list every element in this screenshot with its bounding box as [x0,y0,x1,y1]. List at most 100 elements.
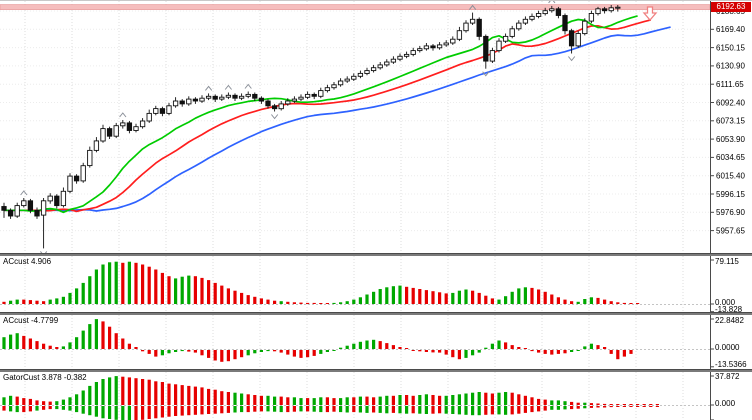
indicator-bar [556,350,560,354]
candle [483,35,489,62]
candle [60,190,67,207]
indicator-panel-gator[interactable]: GatorCust 3.878 -0.382 37.872 0.000 [0,372,752,420]
indicator-bar [134,262,138,304]
indicator-bar [570,301,574,304]
candle [113,125,119,137]
gator-upper-bar [306,398,310,405]
indicator-bar [187,275,191,304]
candle [73,175,80,182]
gator-lower-bar [570,406,574,410]
candle [40,200,47,216]
gator-upper-bar [517,394,521,405]
gator-upper-bar [576,402,580,405]
sell-arrow-icon[interactable] [642,6,658,21]
indicator-bar [312,350,316,356]
gator-lower-bar [504,406,508,415]
indicator-bar [233,290,237,304]
indicator-bar [174,350,178,352]
gator-lower-bar [233,406,237,413]
indicator-bar [411,350,415,351]
indicator-bar [332,350,336,351]
gator-lower-bar [101,406,105,419]
main-price-chart[interactable]: 6188.656169.406150.156130.906111.656092.… [0,1,752,253]
gator-upper-bar [451,395,455,405]
gator-canvas[interactable] [0,372,752,420]
gator-lower-bar [352,406,356,413]
indicator-bar [418,350,422,352]
gator-lower-bar [603,406,607,408]
gator-lower-bar [160,406,164,418]
candle [436,44,443,49]
indicator-bar [35,341,39,349]
gator-upper-bar [101,379,105,405]
ac2-canvas[interactable] [0,315,752,369]
candle [469,18,476,24]
indicator-bar [42,343,46,349]
fractal-up-icon [119,112,127,118]
indicator-label-ac2: ACcust -4.7799 [3,316,59,325]
price-chart-canvas[interactable]: 6188.656169.406150.156130.906111.656092.… [0,1,752,253]
gator-upper-bar [273,396,277,405]
gator-upper-bar [325,397,329,405]
candle [298,96,304,100]
gator-lower-bar [629,406,633,407]
gator-lower-bar [642,406,646,407]
candle [311,93,317,97]
gator-upper-bar [530,397,534,405]
indicator-panel-ac1[interactable]: ACcust 4.906 79.115 0.000 -13.828 [0,256,752,314]
gator-upper-bar [471,392,475,405]
gator-lower-bar [114,406,118,420]
indicator-bar [589,343,593,349]
gator-upper-bar [339,398,343,405]
gator-upper-bar [127,377,131,405]
fractal-up-icon [224,84,232,90]
candle [397,55,403,60]
candle [549,8,555,12]
gator-lower-bar [372,406,376,413]
gator-lower-bar [121,406,125,420]
gator-lower-bar [94,406,98,417]
ac1-canvas[interactable] [0,256,752,312]
indicator-bar [75,337,79,349]
price-tick-label: 6073.15 [716,117,745,126]
panel-separator[interactable] [0,369,752,372]
gator-upper-bar [200,387,204,405]
indicator-bar [431,350,435,353]
panel-separator[interactable] [0,312,752,315]
indicator-bar [339,347,343,349]
gator-lower-bar [187,406,191,416]
candle [139,120,146,128]
gator-lower-bar [75,406,79,413]
indicator-bar [457,290,461,304]
candle [390,58,397,63]
candle [252,93,258,99]
indicator-bar [174,278,178,304]
indicator-bar [523,348,527,349]
indicator-bar [114,333,118,349]
gator-upper-bar [523,395,527,405]
indicator-bar [48,345,52,349]
indicator-bar [332,302,336,304]
gator-upper-bar [121,376,125,405]
panel-separator[interactable] [0,253,752,256]
indicator-bar [121,338,125,349]
indicator-bar [193,350,197,353]
gator-upper-bar [75,394,79,405]
gator-upper-bar [174,384,178,405]
indicator-bar [583,346,587,349]
candle [159,108,166,114]
indicator-bar [629,350,633,354]
indicator-bar [497,299,501,304]
gator-lower-bar [253,406,257,412]
indicator-panel-ac2[interactable]: ACcust -4.7799 22.8482 0.0000 -13.5366 [0,315,752,369]
candle [344,78,350,82]
gator-lower-bar [35,406,39,411]
fractal-up-icon [244,83,252,89]
indicator-bar [622,302,626,304]
candle [384,61,390,66]
gator-lower-bar [339,406,343,413]
candle [364,70,370,74]
fractal-up-icon [205,85,213,91]
gator-upper-bar [42,401,46,405]
indicator-bar [444,350,448,355]
